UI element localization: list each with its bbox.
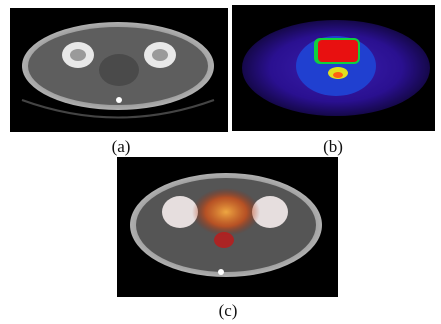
pelvic-organ — [99, 54, 139, 86]
uptake-hot — [318, 40, 358, 62]
bone-right — [252, 196, 288, 228]
panel-ct — [10, 8, 228, 132]
bone-right-inner — [152, 49, 168, 61]
panel-pet — [232, 5, 435, 131]
bone-left — [162, 196, 198, 228]
panel-label: (b) — [323, 137, 343, 156]
panel-fused — [117, 157, 338, 297]
table — [21, 99, 215, 119]
uptake-core — [333, 72, 343, 78]
coccyx — [116, 97, 122, 103]
panel-label: (c) — [219, 301, 238, 320]
fused-uptake — [192, 188, 260, 236]
coccyx — [218, 269, 224, 275]
bone-left-inner — [70, 49, 86, 61]
fused-hot-spot — [214, 232, 234, 248]
panel-label: (a) — [112, 137, 131, 156]
